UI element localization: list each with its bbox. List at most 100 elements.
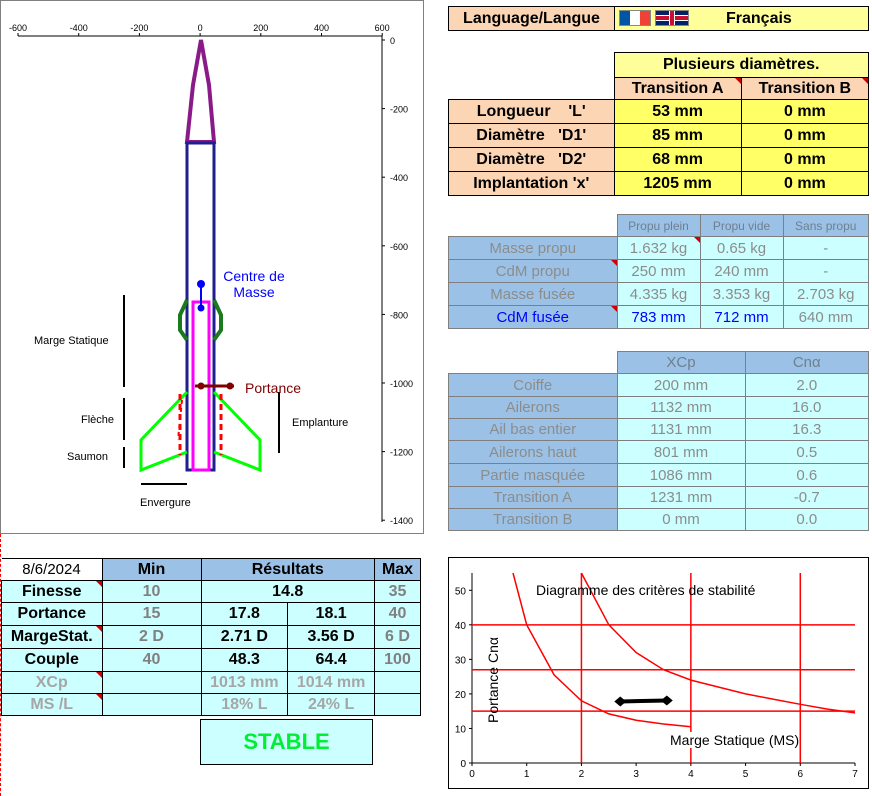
- y-tick-label: -400: [390, 173, 408, 183]
- row-label: Portance: [1, 602, 103, 626]
- max-cell: 100: [374, 648, 421, 672]
- cell: 640 mm: [782, 305, 869, 329]
- cell: 3.353 kg: [699, 282, 784, 306]
- x-tick-label: 4: [688, 769, 694, 780]
- col-header: Cnα: [744, 351, 869, 374]
- x-tick-label: -200: [130, 23, 148, 33]
- result-cell: 64.4: [287, 648, 375, 672]
- d1-a-input[interactable]: 85 mm: [613, 123, 742, 148]
- stability-curve-2: [580, 572, 856, 714]
- cp-label: Portance: [245, 380, 302, 396]
- result-cell: 18% L: [200, 693, 289, 716]
- chart-xlabel: Marge Statique (MS): [670, 732, 800, 748]
- result-segment: [620, 698, 667, 704]
- row-label: Finesse: [1, 580, 103, 603]
- cg-marker: [197, 280, 205, 288]
- table-row: Implantation 'x' 1205 mm 0 mm: [448, 171, 870, 196]
- x-tick-label: -600: [9, 23, 27, 33]
- y-tick-label: 10: [455, 724, 467, 735]
- cell: 0.6: [744, 463, 869, 487]
- max-cell: 6 D: [374, 625, 421, 649]
- d2-b-input[interactable]: 0 mm: [740, 147, 870, 172]
- row-label: Ail bas entier: [448, 418, 618, 441]
- row-label: Longueur 'L': [448, 99, 615, 124]
- stability-chart: 0 1 2 3 4 5 6 7 0 10 20 30 40 50: [455, 572, 858, 780]
- row-label: Diamètre 'D2': [448, 147, 615, 172]
- result-cell: 24% L: [287, 693, 375, 716]
- table-row: MS /L 18% L 24% L: [1, 693, 421, 716]
- nose-cone: [184, 39, 217, 144]
- x-tick-label: 400: [314, 23, 329, 33]
- row-label: Ailerons: [448, 396, 618, 419]
- result-cell: 17.8: [200, 602, 289, 626]
- min-cell: 40: [101, 648, 202, 672]
- date-cell: 8/6/2024: [1, 558, 103, 581]
- x-tick-label: -400: [70, 23, 88, 33]
- mass-table: Propu plein Propu vide Sans propu Masse …: [448, 214, 869, 329]
- results-table: 8/6/2024 Min Résultats Max Finesse 10 14…: [1, 558, 421, 716]
- result-cell: 3.56 D: [287, 625, 375, 649]
- row-label: Partie masquée: [448, 463, 618, 487]
- position-a-input[interactable]: 1205 mm: [613, 171, 742, 196]
- table-row: Ailerons haut 801 mm 0.5: [448, 440, 869, 464]
- cell: 1086 mm: [616, 463, 746, 487]
- flag-fr-icon[interactable]: [619, 10, 651, 27]
- language-selector[interactable]: Français: [614, 6, 869, 31]
- cell: 2.0: [744, 373, 869, 397]
- position-b-input[interactable]: 0 mm: [740, 171, 870, 196]
- x-tick-label: 6: [798, 769, 804, 780]
- cell: 1231 mm: [616, 486, 746, 509]
- cg-label: Centre de Masse: [223, 268, 285, 300]
- row-label: Coiffe: [448, 373, 618, 397]
- y-tick-label: 40: [455, 621, 467, 632]
- max-cell: [374, 671, 421, 694]
- cell: -: [782, 259, 869, 283]
- table-row: Diamètre 'D2' 68 mm 0 mm: [448, 147, 870, 172]
- result-point-min: [614, 696, 627, 707]
- result-cell: 18.1: [287, 602, 375, 626]
- transitions-title: Plusieurs diamètres.: [613, 52, 869, 78]
- row-label: Diamètre 'D1': [448, 123, 615, 148]
- flag-uk-icon[interactable]: [655, 10, 690, 27]
- y-tick-label: 20: [455, 690, 467, 701]
- min-cell: [101, 671, 202, 694]
- table-row: Masse fusée 4.335 kg 3.353 kg 2.703 kg: [448, 282, 869, 306]
- cell: 0.65 kg: [699, 236, 784, 260]
- y-tick-label: 50: [455, 586, 467, 597]
- cell: 16.3: [744, 418, 869, 441]
- table-row: Ailerons 1132 mm 16.0: [448, 396, 869, 419]
- stability-diagram-panel: [448, 557, 869, 789]
- centering-rings: [178, 299, 223, 342]
- y-tick-label: 30: [455, 655, 467, 666]
- row-label: CdM propu: [448, 259, 618, 283]
- results-header: Résultats: [200, 558, 375, 581]
- table-row: Masse propu 1.632 kg 0.65 kg -: [448, 236, 869, 260]
- length-a-input[interactable]: 53 mm: [613, 99, 742, 124]
- d2-a-input[interactable]: 68 mm: [613, 147, 742, 172]
- cell: 2.703 kg: [782, 282, 869, 306]
- min-cell: 10: [101, 580, 202, 603]
- cell: 240 mm: [699, 259, 784, 283]
- max-cell: 35: [374, 580, 421, 603]
- d1-b-input[interactable]: 0 mm: [740, 123, 870, 148]
- table-row: Finesse 10 14.8 35: [1, 580, 421, 603]
- cell: 0.0: [744, 508, 869, 531]
- x-tick-label: 5: [743, 769, 749, 780]
- rocket-drawing: -600 -400 -200 0 200 400 6000-200-400-600-800-…: [9, 23, 413, 526]
- x-tick-label: 0: [198, 23, 203, 33]
- cell: 801 mm: [616, 440, 746, 464]
- row-label: XCp: [1, 671, 103, 694]
- min-cell: 2 D: [101, 625, 202, 649]
- transition-a-header: Transition A: [613, 77, 742, 100]
- table-row: CdM fusée 783 mm 712 mm 640 mm: [448, 305, 869, 329]
- length-b-input[interactable]: 0 mm: [740, 99, 870, 124]
- result-cell: 48.3: [200, 648, 289, 672]
- table-row: XCp 1013 mm 1014 mm: [1, 671, 421, 694]
- min-header: Min: [101, 558, 202, 581]
- x-tick-label: 200: [253, 23, 268, 33]
- max-cell: [374, 693, 421, 716]
- cell: 0.5: [744, 440, 869, 464]
- row-label: Transition B: [448, 508, 618, 531]
- table-row: MargeStat. 2 D 2.71 D 3.56 D 6 D: [1, 625, 421, 649]
